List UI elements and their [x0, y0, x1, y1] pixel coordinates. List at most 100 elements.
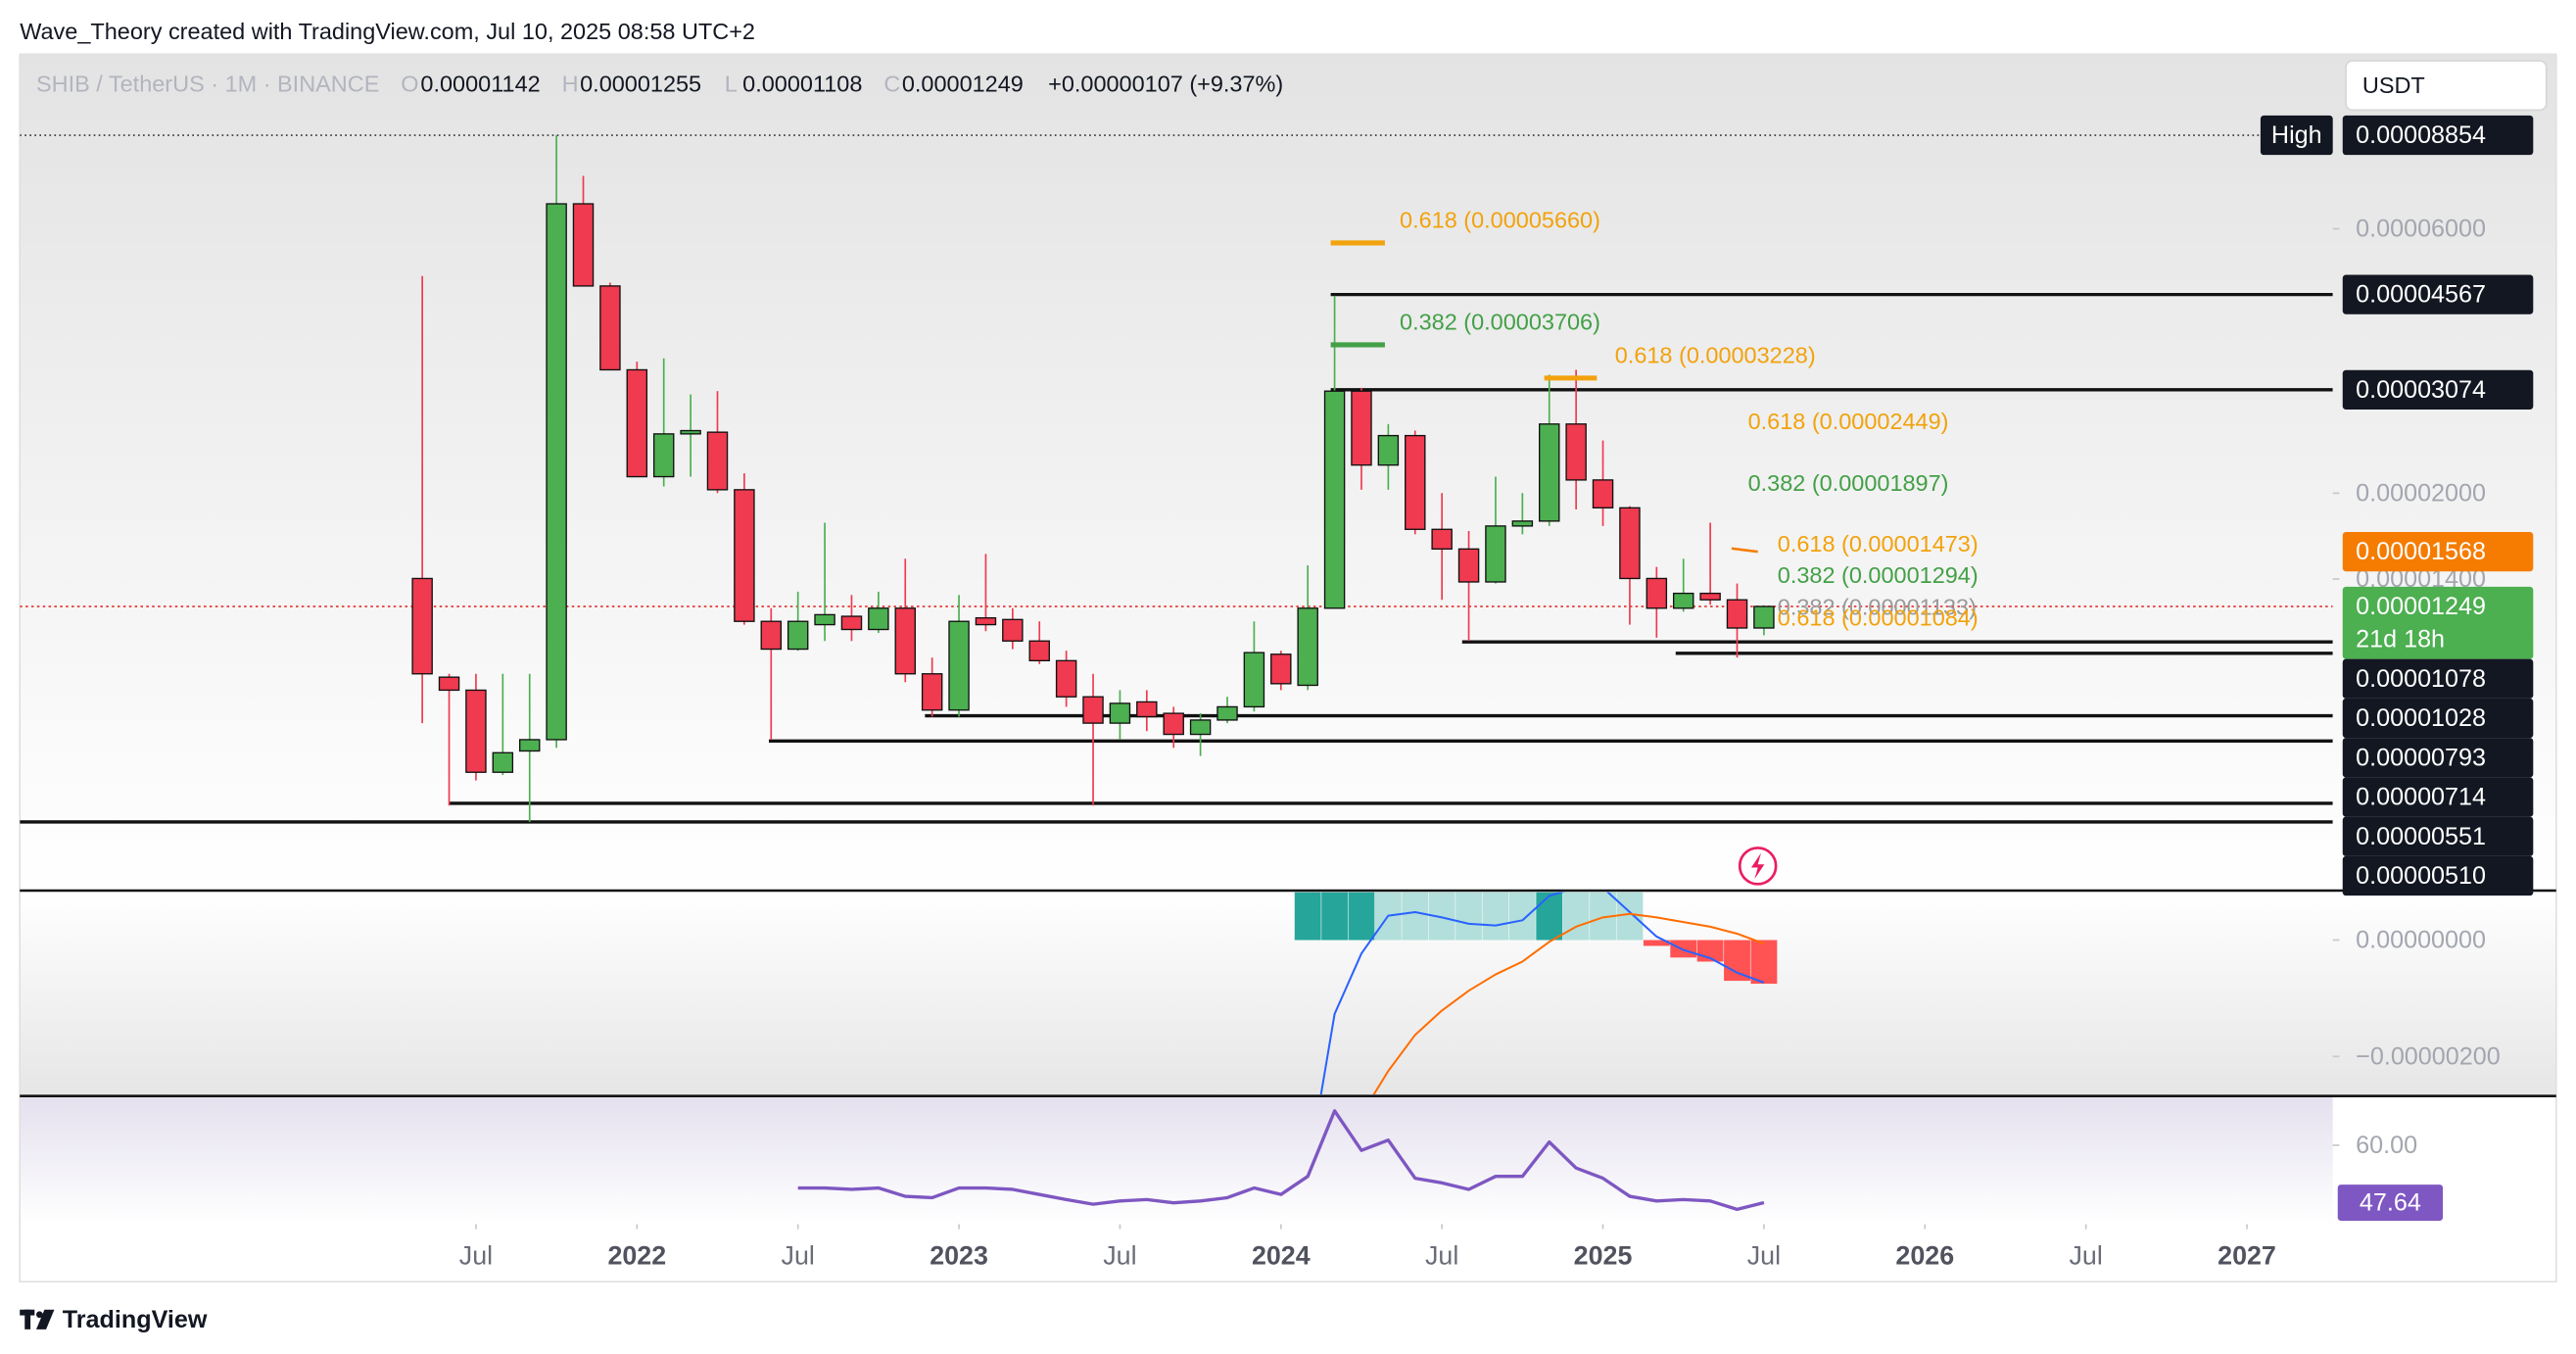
candle-body	[787, 620, 809, 651]
histogram-bar	[1321, 892, 1349, 941]
level-label: 0.00004567	[2356, 281, 2486, 309]
candle-body	[1485, 525, 1506, 583]
x-tick-label: Jul	[782, 1240, 815, 1270]
ohlc-value: 0.00001255	[580, 72, 701, 97]
histogram-bar	[1643, 940, 1670, 946]
candle-body	[814, 613, 835, 626]
y-tick-label: 60.00	[2356, 1132, 2417, 1159]
fib-label: 0.618 (0.00005660)	[1400, 207, 1600, 232]
level-label-box	[2342, 738, 2534, 778]
candle-body	[1323, 390, 1346, 609]
candle-body	[1726, 599, 1748, 629]
level-label-box	[2342, 698, 2534, 739]
candle-body	[894, 607, 916, 675]
x-tick-label: 2024	[1252, 1240, 1311, 1270]
candle-body	[411, 577, 433, 675]
macd-line	[1319, 892, 1765, 1095]
candle-body	[948, 620, 970, 711]
candle-body	[1028, 640, 1050, 662]
y-tick-label: −0.00000200	[2356, 1042, 2501, 1070]
alert-bolt[interactable]	[1750, 852, 1765, 880]
currency[interactable]: USDT	[2362, 73, 2425, 98]
candle-body	[840, 615, 863, 631]
price-plot: 0.618 (0.00005660) 0.382 (0.00003706) 0.61…	[20, 134, 2333, 824]
indicator-label: 0.00001568	[2356, 538, 2486, 565]
logo-part	[24, 1309, 31, 1330]
chart-frame	[19, 53, 2557, 1283]
x-tick-label: 2026	[1895, 1240, 1954, 1270]
candle-body	[1297, 607, 1318, 687]
candle-body	[1189, 719, 1212, 736]
indicator-mark	[1731, 547, 1758, 554]
x-tick-label: Jul	[1747, 1240, 1781, 1270]
high-tag: High	[2271, 121, 2322, 149]
candle-body	[1699, 592, 1721, 601]
level-label-box	[2342, 816, 2534, 856]
histogram-bar	[1348, 892, 1375, 941]
fib-label: 0.382 (0.00003706)	[1400, 309, 1600, 334]
candle-body	[1082, 696, 1104, 724]
candle-body	[975, 617, 997, 626]
x-tick-label: Jul	[2070, 1240, 2103, 1270]
x-tick-label: 2022	[607, 1240, 666, 1270]
histogram-bar	[1616, 892, 1644, 941]
candle-body	[1619, 507, 1641, 580]
high-label: 0.00008854	[2356, 121, 2486, 149]
alert-icon[interactable]	[1738, 846, 1778, 886]
candle-body	[438, 676, 460, 692]
macd-pane	[20, 891, 2556, 1096]
level-label-box	[2342, 274, 2534, 314]
level-label: 0.00000714	[2356, 784, 2486, 811]
fib-label: 0.618 (0.00001473)	[1778, 531, 1979, 556]
brand: TradingView	[63, 1306, 208, 1333]
last-price-label-box	[2342, 586, 2534, 659]
candle-body	[1270, 653, 1292, 685]
rsi-value-box	[2337, 1185, 2444, 1221]
x-tick-label: 2025	[1574, 1240, 1633, 1270]
level-label-box	[2342, 777, 2534, 817]
ohlc-value: 0.00001142	[420, 72, 540, 97]
brand-logo	[20, 1309, 55, 1330]
candle-body	[1646, 577, 1668, 609]
candle-body	[868, 607, 889, 631]
histogram-bar	[1750, 940, 1778, 985]
x-tick-label: Jul	[459, 1240, 493, 1270]
change: +0.00000107 (+9.37%)	[1048, 72, 1283, 97]
candle-body	[1457, 548, 1480, 583]
candle-body	[572, 203, 595, 287]
histogram-bar	[1724, 940, 1750, 982]
level-label: 0.00000793	[2356, 744, 2486, 771]
fib-label: 0.618 (0.00001084)	[1778, 604, 1979, 630]
rsi-value-label: 47.64	[2360, 1189, 2421, 1217]
high-tag-box	[2260, 115, 2333, 156]
candle-body	[626, 368, 648, 478]
y-tick-label: 0.00000000	[2356, 927, 2486, 954]
histogram-bar	[1402, 892, 1429, 941]
rsi-pane	[20, 1095, 2333, 1225]
level-label-box	[2342, 369, 2534, 410]
candle-body	[1377, 434, 1400, 466]
logo-part	[35, 1309, 55, 1330]
level-label: 0.00000551	[2356, 823, 2486, 850]
axes: 0.000060000.000020000.000014000.00000000…	[459, 115, 2534, 1270]
attribution: Wave_Theory created with TradingView.com…	[20, 19, 755, 44]
last-price-label: 21d 18h	[2356, 626, 2445, 653]
last-price-label: 0.00001249	[2356, 593, 2486, 620]
macd-plot	[1294, 892, 1778, 1095]
candle-body	[1351, 390, 1372, 466]
candle-body	[599, 285, 621, 371]
level-label: 0.00001028	[2356, 704, 2486, 732]
level-label: 0.00000510	[2356, 862, 2486, 890]
candle-body	[1163, 712, 1184, 736]
histogram-bar	[1508, 892, 1536, 941]
candle-body	[921, 673, 943, 711]
candle-body	[1216, 705, 1238, 721]
level-label: 0.00003074	[2356, 376, 2486, 404]
candle-body	[1753, 605, 1775, 629]
level-label-box	[2342, 658, 2534, 699]
ohlc-label: L	[725, 72, 738, 97]
currency-button[interactable]	[2345, 60, 2548, 112]
candle-body	[1539, 423, 1560, 522]
